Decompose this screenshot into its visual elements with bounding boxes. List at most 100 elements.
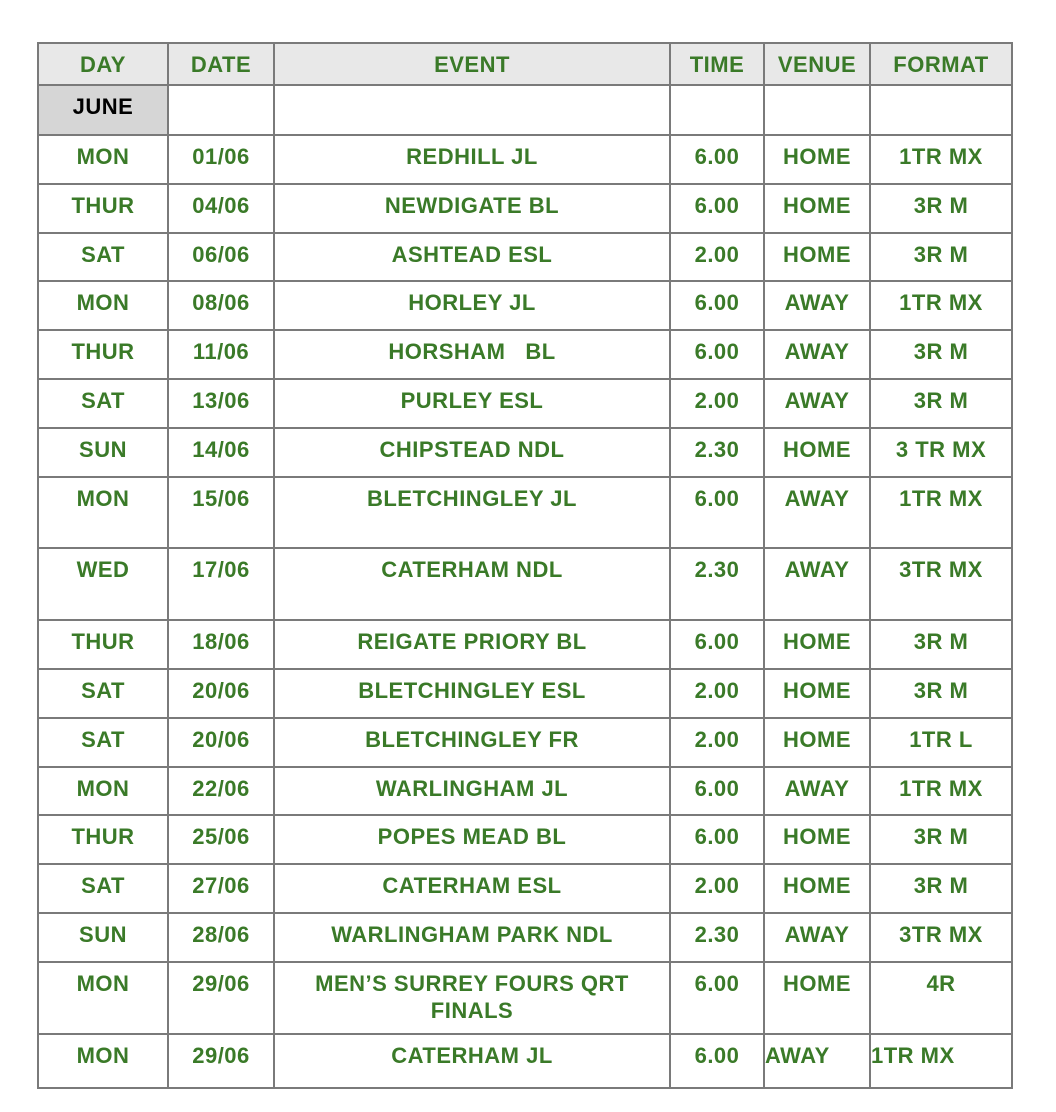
table-row: SAT 27/06 CATERHAM ESL 2.00 HOME 3R M xyxy=(37,863,1013,914)
day-text: SUN xyxy=(79,922,127,947)
date-text: 20/06 xyxy=(192,727,250,752)
fixtures-table: DAY DATE EVENT TIME VENUE FORMAT JUNE MO… xyxy=(37,42,1013,1089)
format-text: 3R M xyxy=(913,339,969,364)
time-cell: 6.00 xyxy=(669,280,765,331)
empty-cell xyxy=(669,84,765,136)
date-cell: 11/06 xyxy=(167,329,275,380)
table-row: SUN 28/06 WARLINGHAM PARK NDL 2.30 AWAY 3TR M… xyxy=(37,912,1013,963)
day-text: MON xyxy=(76,290,130,315)
day-cell: SAT xyxy=(37,232,169,282)
table-row: MON 29/06 MEN’S SURREY FOURS QRT FINALS 6.0… xyxy=(37,961,1013,1035)
time-text: 6.00 xyxy=(694,1043,740,1068)
event-cell: BLETCHINGLEY ESL xyxy=(273,668,671,719)
date-cell: 22/06 xyxy=(167,766,275,816)
format-cell: 4R xyxy=(869,961,1013,1035)
date-text: 08/06 xyxy=(192,290,250,315)
empty-cell xyxy=(167,84,275,136)
day-text: SAT xyxy=(81,388,125,413)
venue-text: AWAY xyxy=(784,339,850,364)
venue-text: HOME xyxy=(783,727,851,752)
table-row: THUR 11/06 HORSHAM BL 6.00 AWAY 3R M xyxy=(37,329,1013,380)
venue-text: HOME xyxy=(783,971,851,996)
header-date: DATE xyxy=(167,42,275,86)
event-text: CATERHAM JL xyxy=(391,1043,553,1068)
time-cell: 2.30 xyxy=(669,912,765,963)
venue-cell: HOME xyxy=(763,961,871,1035)
event-text: NEWDIGATE BL xyxy=(384,193,560,218)
time-text: 2.00 xyxy=(694,873,740,898)
format-cell: 1TR MX xyxy=(869,280,1013,331)
day-cell: MON xyxy=(37,961,169,1035)
day-text: SAT xyxy=(81,873,125,898)
time-cell: 6.00 xyxy=(669,766,765,816)
event-text: CHIPSTEAD NDL xyxy=(379,437,565,462)
format-cell: 3TR MX xyxy=(869,547,1013,621)
table-row: MON 01/06 REDHILL JL 6.00 HOME 1TR MX xyxy=(37,134,1013,185)
day-text: MON xyxy=(76,144,130,169)
venue-cell: HOME xyxy=(763,183,871,234)
time-text: 6.00 xyxy=(694,193,740,218)
date-text: 18/06 xyxy=(192,629,250,654)
date-text: 15/06 xyxy=(192,486,250,511)
venue-cell: HOME xyxy=(763,863,871,914)
date-cell: 14/06 xyxy=(167,427,275,478)
table-row: THUR 04/06 NEWDIGATE BL 6.00 HOME 3R M xyxy=(37,183,1013,234)
format-text: 1TR MX xyxy=(899,144,983,169)
day-text: MON xyxy=(76,971,130,996)
format-cell: 3R M xyxy=(869,183,1013,234)
format-text: 1TR MX xyxy=(871,1043,955,1068)
time-text: 2.30 xyxy=(694,922,740,947)
time-text: 6.00 xyxy=(694,971,740,996)
event-text: ASHTEAD ESL xyxy=(391,242,553,267)
date-text: 06/06 xyxy=(192,242,250,267)
table-row: SUN 14/06 CHIPSTEAD NDL 2.30 HOME 3 TR MX xyxy=(37,427,1013,478)
date-text: 17/06 xyxy=(192,557,250,582)
venue-text: AWAY xyxy=(765,1043,830,1068)
date-text: 25/06 xyxy=(192,824,250,849)
header-venue: VENUE xyxy=(763,42,871,86)
day-cell: SAT xyxy=(37,378,169,429)
venue-cell: HOME xyxy=(763,668,871,719)
date-cell: 27/06 xyxy=(167,863,275,914)
day-text: THUR xyxy=(71,629,135,654)
date-cell: 15/06 xyxy=(167,476,275,549)
venue-text: AWAY xyxy=(784,486,850,511)
format-text: 3R M xyxy=(913,873,969,898)
day-text: THUR xyxy=(71,339,135,364)
event-text: BLETCHINGLEY JL xyxy=(366,486,577,511)
date-text: 28/06 xyxy=(192,922,250,947)
header-event: EVENT xyxy=(273,42,671,86)
venue-cell: AWAY xyxy=(763,378,871,429)
format-text: 3TR MX xyxy=(899,922,983,947)
day-cell: MON xyxy=(37,280,169,331)
time-text: 2.00 xyxy=(694,242,740,267)
date-cell: 01/06 xyxy=(167,134,275,185)
event-cell: BLETCHINGLEY FR xyxy=(273,717,671,768)
date-cell: 04/06 xyxy=(167,183,275,234)
day-cell: MON xyxy=(37,476,169,549)
time-text: 6.00 xyxy=(694,290,740,315)
time-cell: 6.00 xyxy=(669,619,765,670)
date-cell: 13/06 xyxy=(167,378,275,429)
date-cell: 29/06 xyxy=(167,1033,275,1089)
venue-text: AWAY xyxy=(784,776,850,801)
empty-cell xyxy=(869,84,1013,136)
time-cell: 6.00 xyxy=(669,476,765,549)
venue-cell: HOME xyxy=(763,814,871,865)
day-cell: THUR xyxy=(37,619,169,670)
format-text: 3R M xyxy=(913,629,969,654)
event-text: BLETCHINGLEY FR xyxy=(365,727,579,752)
format-text: 4R xyxy=(926,971,956,996)
time-text: 2.00 xyxy=(694,388,740,413)
venue-cell: AWAY xyxy=(763,766,871,816)
time-cell: 6.00 xyxy=(669,961,765,1035)
date-text: 22/06 xyxy=(192,776,250,801)
format-cell: 3 TR MX xyxy=(869,427,1013,478)
venue-text: AWAY xyxy=(784,290,850,315)
day-cell: MON xyxy=(37,134,169,185)
time-text: 6.00 xyxy=(694,629,740,654)
time-text: 2.30 xyxy=(694,557,740,582)
table-row: MON 29/06 CATERHAM JL 6.00 AWAY 1TR MX xyxy=(37,1033,1013,1089)
venue-text: HOME xyxy=(783,824,851,849)
venue-cell: AWAY xyxy=(763,280,871,331)
